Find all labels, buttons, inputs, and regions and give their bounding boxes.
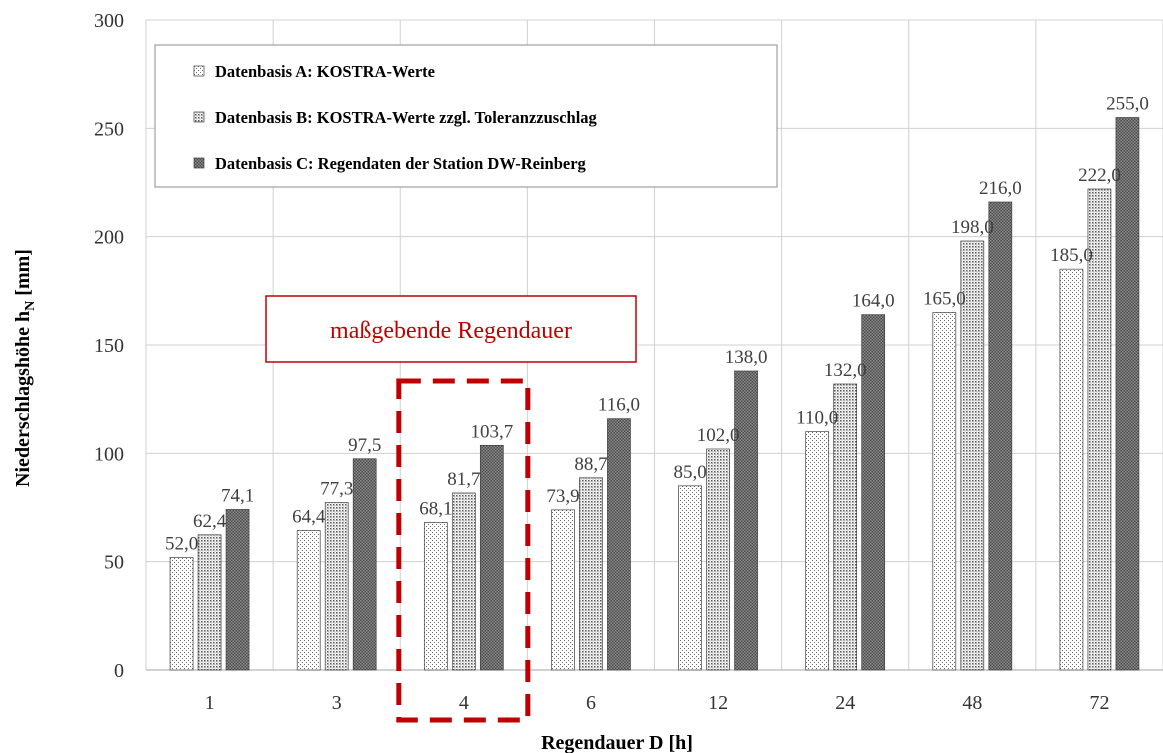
y-axis-ticks: 0 50 100 150 200 250 300 [94, 10, 124, 682]
data-label: 62,4 [193, 511, 227, 532]
y-tick-label: 150 [94, 335, 124, 357]
bar [805, 431, 830, 671]
bar [551, 509, 575, 671]
x-tick-label: 4 [459, 692, 469, 714]
data-label: 164,0 [852, 291, 895, 312]
data-labels: 52,0 64,4 68,1 73,9 85,0 110,0 165,0 185,0 62,4 7… [165, 94, 1149, 555]
x-axis-title: Regendauer D [h] [541, 732, 693, 753]
y-tick-label: 100 [94, 443, 124, 465]
data-label: 255,0 [1106, 94, 1149, 115]
bar [988, 201, 1013, 671]
legend-label: Datenbasis C: Regendaten der Station DW-… [215, 154, 587, 173]
data-label: 103,7 [470, 421, 513, 442]
legend-frame [154, 44, 778, 188]
data-label: 77,3 [320, 479, 353, 500]
legend-swatch [193, 111, 205, 123]
data-label: 110,0 [796, 408, 838, 429]
x-tick-label: 72 [1089, 692, 1109, 714]
data-label: 216,0 [979, 178, 1022, 199]
y-tick-label: 300 [94, 10, 124, 32]
bar [678, 485, 702, 671]
bar [861, 314, 886, 671]
data-label: 102,0 [697, 425, 740, 446]
bar [451, 492, 476, 671]
bar [197, 534, 222, 671]
data-label: 68,1 [419, 498, 452, 519]
legend-label: Datenbasis A: KOSTRA-Werte [215, 62, 435, 81]
bar [169, 556, 194, 671]
bars [169, 117, 1140, 671]
data-label: 85,0 [673, 462, 706, 483]
data-label: 81,7 [447, 469, 480, 490]
y-tick-label: 200 [94, 227, 124, 249]
data-label: 198,0 [951, 217, 994, 238]
data-label: 132,0 [824, 360, 867, 381]
data-label: 74,1 [221, 485, 254, 506]
y-axis-title: Niederschlagshöhe hN [mm] [12, 249, 38, 487]
bar [1115, 117, 1140, 671]
bar [1087, 188, 1112, 671]
x-tick-label: 1 [205, 692, 215, 714]
data-label: 138,0 [725, 347, 768, 368]
bar [833, 383, 858, 671]
data-label: 97,5 [348, 435, 381, 456]
bar [352, 458, 377, 671]
data-label: 73,9 [546, 486, 579, 507]
x-axis-ticks: 1 3 4 6 12 24 48 72 [205, 692, 1110, 714]
data-label: 116,0 [598, 395, 640, 416]
y-tick-label: 50 [104, 552, 124, 574]
data-label: 88,7 [574, 454, 607, 475]
x-tick-label: 48 [962, 692, 982, 714]
bar [960, 240, 985, 671]
data-label: 52,0 [165, 533, 198, 554]
x-tick-label: 3 [332, 692, 342, 714]
x-tick-label: 24 [835, 692, 855, 714]
bar [225, 509, 250, 671]
data-label: 165,0 [923, 289, 966, 310]
bar [706, 448, 730, 671]
data-label: 185,0 [1050, 245, 1093, 266]
legend: Datenbasis A: KOSTRA-Werte Datenbasis B: … [154, 44, 778, 188]
bar [932, 312, 957, 671]
bar [479, 444, 504, 671]
annotation-label: maßgebende Regendauer [330, 318, 572, 344]
y-tick-label: 0 [114, 660, 124, 682]
bar [324, 502, 349, 671]
bar [607, 418, 631, 671]
data-label: 222,0 [1078, 165, 1121, 186]
y-tick-label: 250 [94, 118, 124, 140]
data-label: 64,4 [292, 506, 326, 527]
bar [734, 370, 758, 671]
legend-swatch [193, 65, 205, 77]
bar [296, 530, 321, 671]
legend-swatch [193, 157, 205, 169]
x-tick-label: 12 [708, 692, 728, 714]
bar [579, 477, 603, 671]
highlight-box [396, 378, 531, 723]
x-tick-label: 6 [586, 692, 596, 714]
bar [1059, 268, 1084, 671]
bar [423, 522, 448, 671]
annotation-box [265, 295, 637, 363]
annotation: maßgebende Regendauer [265, 295, 637, 723]
legend-label: Datenbasis B: KOSTRA-Werte zzgl. Toleran… [215, 108, 598, 127]
